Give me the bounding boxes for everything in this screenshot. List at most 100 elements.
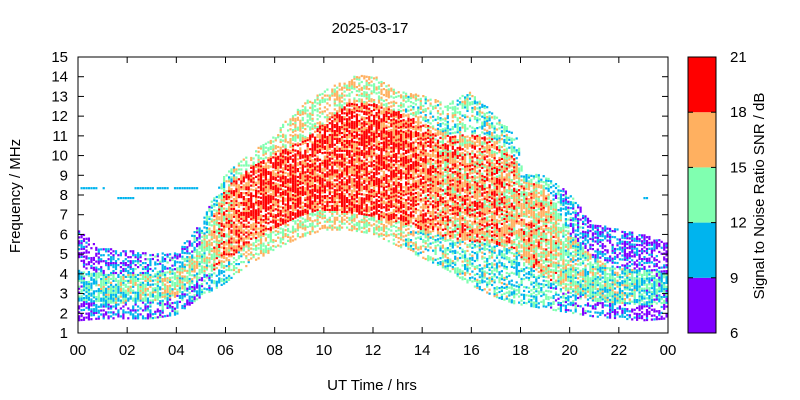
heatmap-cell xyxy=(385,126,388,129)
heatmap-cell xyxy=(358,110,361,113)
heatmap-cell xyxy=(291,166,295,169)
heatmap-cell xyxy=(110,297,113,300)
heatmap-cell xyxy=(341,179,344,182)
heatmap-cell xyxy=(355,105,358,108)
heatmap-cell xyxy=(208,239,211,242)
heatmap-cell xyxy=(309,128,312,131)
heatmap-cell xyxy=(346,110,349,113)
heatmap-cell xyxy=(78,277,81,280)
heatmap-cell xyxy=(311,182,314,185)
heatmap-cell xyxy=(228,207,231,210)
heatmap-cell xyxy=(112,287,115,290)
heatmap-cell xyxy=(382,115,385,118)
heatmap-cell xyxy=(164,265,167,268)
heatmap-cell xyxy=(380,161,383,164)
heatmap-cell xyxy=(314,101,317,104)
heatmap-cell xyxy=(282,232,285,235)
heatmap-cell xyxy=(350,166,354,169)
heatmap-cell xyxy=(80,273,83,276)
heatmap-cell xyxy=(350,91,354,94)
heatmap-cell xyxy=(296,205,299,208)
heatmap-cell xyxy=(360,132,363,135)
heatmap-cell xyxy=(395,218,398,221)
heatmap-cell xyxy=(309,140,312,143)
heatmap-cell xyxy=(385,233,388,236)
heatmap-cell xyxy=(191,295,194,298)
heatmap-cell xyxy=(316,167,319,170)
heatmap-cell xyxy=(358,133,361,136)
heatmap-cell xyxy=(314,184,317,187)
heatmap-cell xyxy=(296,164,299,167)
heatmap-cell xyxy=(343,133,346,137)
heatmap-cell xyxy=(333,94,336,97)
heatmap-cell xyxy=(198,243,201,246)
heatmap-cell xyxy=(218,273,221,276)
heatmap-cell xyxy=(171,270,174,273)
heatmap-cell xyxy=(127,311,130,314)
heatmap-cell xyxy=(144,267,147,271)
heatmap-cell xyxy=(387,112,390,115)
heatmap-cell xyxy=(301,213,304,216)
heatmap-cell xyxy=(318,192,322,195)
heatmap-cell xyxy=(151,287,154,290)
heatmap-cell xyxy=(392,203,395,206)
heatmap-cell xyxy=(316,122,319,125)
heatmap-cell xyxy=(328,94,331,97)
heatmap-cell xyxy=(323,214,326,217)
heatmap-cell xyxy=(321,225,324,228)
heatmap-cell xyxy=(336,112,339,115)
heatmap-cell xyxy=(257,150,260,153)
heatmap-cell xyxy=(164,271,167,274)
heatmap-cell xyxy=(392,90,395,93)
heatmap-cell xyxy=(205,236,208,240)
heatmap-cell xyxy=(353,213,356,216)
heatmap-cell xyxy=(370,129,373,132)
heatmap-cell xyxy=(353,198,356,201)
heatmap-cell xyxy=(173,295,177,298)
heatmap-cell xyxy=(336,104,339,107)
heatmap-cell xyxy=(291,194,295,197)
heatmap-cell xyxy=(230,249,233,252)
heatmap-cell xyxy=(235,201,238,205)
heatmap-cell xyxy=(137,262,140,265)
heatmap-cell xyxy=(301,109,304,112)
heatmap-cell xyxy=(215,219,218,222)
heatmap-cell xyxy=(373,177,376,180)
heatmap-cell xyxy=(377,209,381,212)
heatmap-cell xyxy=(311,111,314,114)
heatmap-cell xyxy=(368,76,371,79)
heatmap-cell xyxy=(90,318,93,321)
heatmap-cell xyxy=(353,164,356,167)
heatmap-cell xyxy=(220,195,223,198)
heatmap-cell xyxy=(350,136,354,139)
heatmap-cell xyxy=(368,229,371,233)
heatmap-cell xyxy=(215,247,218,250)
heatmap-cell xyxy=(377,148,381,151)
heatmap-cell xyxy=(97,272,100,275)
heatmap-cell xyxy=(311,169,314,172)
heatmap-cell xyxy=(343,149,346,152)
heatmap-cell xyxy=(326,108,329,111)
heatmap-cell xyxy=(90,314,93,317)
heatmap-cell xyxy=(323,116,326,119)
heatmap-cell xyxy=(289,155,292,158)
heatmap-cell xyxy=(346,175,349,178)
heatmap-cell xyxy=(306,231,309,234)
heatmap-cell xyxy=(296,223,299,226)
heatmap-cell xyxy=(309,183,312,186)
heatmap-cell xyxy=(230,170,233,173)
heatmap-cell xyxy=(264,191,267,195)
heatmap-cell xyxy=(80,285,83,288)
heatmap-cell xyxy=(296,185,299,188)
heatmap-cell xyxy=(87,288,90,291)
heatmap-cell xyxy=(129,297,132,300)
heatmap-cell xyxy=(144,293,147,296)
heatmap-cell xyxy=(208,229,211,232)
heatmap-cell xyxy=(353,99,356,102)
heatmap-cell xyxy=(232,213,236,216)
heatmap-cell xyxy=(264,245,267,248)
heatmap-cell xyxy=(176,304,179,307)
heatmap-cell xyxy=(365,178,368,181)
heatmap-cell xyxy=(80,279,83,282)
heatmap-cell xyxy=(346,197,349,200)
